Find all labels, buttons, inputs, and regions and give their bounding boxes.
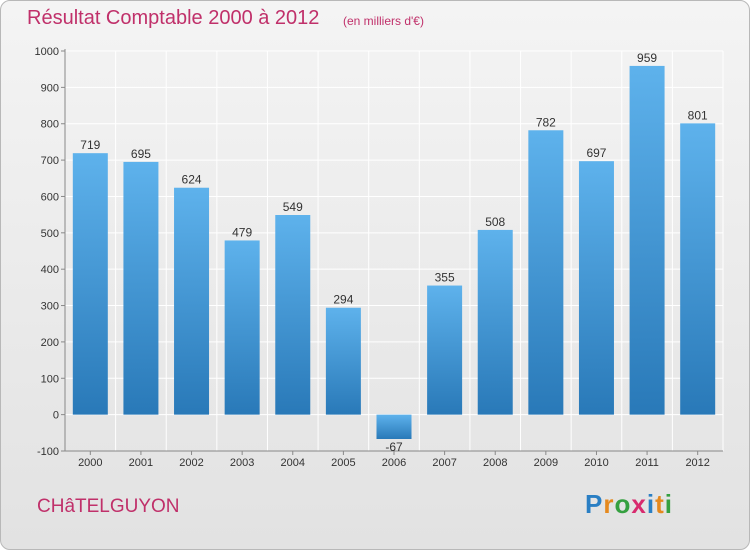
bar-2007 [427, 285, 463, 415]
y-tick-label: -100 [37, 446, 59, 458]
commune-name: CHâTELGUYON [37, 496, 180, 517]
bars [72, 65, 716, 439]
logo-letter: r [603, 489, 615, 519]
bar-2006 [376, 414, 412, 439]
data-label: 801 [688, 108, 708, 122]
logo-letter: o [614, 489, 632, 519]
data-label: 695 [131, 147, 151, 161]
y-tick-label: 300 [41, 301, 59, 313]
grid-lines [64, 50, 724, 452]
data-label: 959 [637, 51, 657, 65]
y-tick-label: 500 [41, 228, 59, 240]
y-tick-label: 900 [41, 82, 59, 94]
logo-letter: t [655, 489, 665, 519]
x-tick-label: 2012 [685, 457, 709, 469]
x-tick-label: 2002 [179, 457, 203, 469]
x-tick-label: 2010 [584, 457, 608, 469]
data-label: 624 [182, 173, 202, 187]
bar-2000 [72, 153, 108, 415]
y-tick-label: 0 [53, 410, 59, 422]
bar-2009 [528, 130, 564, 415]
chart-title: Résultat Comptable 2000 à 2012 [27, 7, 320, 29]
y-tick-label: 100 [41, 373, 59, 385]
logo-letter: i [646, 489, 656, 519]
y-tick-label: 1000 [35, 46, 59, 58]
x-tick-label: 2011 [635, 457, 659, 469]
data-label: 697 [586, 146, 606, 160]
bar-2003 [224, 240, 260, 415]
axes: -100 0 100 200 300 400 500 600 700 800 900 1000 2000… [35, 46, 723, 469]
logo-letter: x [631, 489, 647, 519]
bar-2004 [275, 215, 311, 415]
bar-2001 [123, 161, 159, 415]
data-label: 549 [283, 200, 303, 214]
y-tick-label: 600 [41, 191, 59, 203]
chart-subtitle: (en milliers d'€) [343, 14, 424, 28]
data-label: 719 [80, 138, 100, 152]
bar-2008 [477, 229, 513, 415]
data-label: 782 [536, 115, 556, 129]
x-tick-label: 2005 [331, 457, 355, 469]
y-tick-label: 800 [41, 119, 59, 131]
proxiti-logo: Proxiti [585, 489, 673, 520]
bar-2011 [629, 65, 665, 415]
x-tick-label: 2008 [483, 457, 507, 469]
data-label: 355 [435, 271, 455, 285]
x-tick-label: 2009 [534, 457, 558, 469]
x-tick-label: 2006 [382, 457, 406, 469]
data-label: 508 [485, 215, 505, 229]
y-tick-label: 200 [41, 337, 59, 349]
bar-2002 [174, 187, 210, 415]
data-label: 479 [232, 225, 252, 239]
bar-2005 [325, 307, 361, 415]
x-tick-label: 2000 [78, 457, 102, 469]
y-tick-label: 700 [41, 155, 59, 167]
data-labels: 719 695 624 479 549 294 -67 355 508 782 697 959 801 [80, 51, 708, 454]
y-tick-label: 400 [41, 264, 59, 276]
x-tick-label: 2003 [230, 457, 254, 469]
logo-letter: i [664, 489, 673, 519]
x-tick-label: 2004 [281, 457, 305, 469]
bar-2012 [680, 123, 716, 415]
x-tick-label: 2007 [432, 457, 456, 469]
logo-letter: P [585, 489, 604, 519]
bar-2010 [578, 161, 614, 415]
data-label: -67 [385, 440, 403, 454]
x-tick-label: 2001 [129, 457, 153, 469]
bar-chart: -100 0 100 200 300 400 500 600 700 800 900 1000 2000… [35, 46, 724, 469]
data-label: 294 [333, 293, 353, 307]
